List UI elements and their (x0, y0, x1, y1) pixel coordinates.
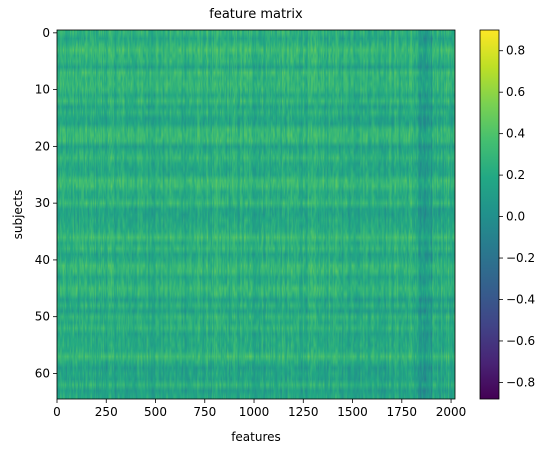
y-tick-label: 0 (42, 26, 50, 40)
colorbar-tick-label: 0.4 (506, 127, 525, 141)
heatmap-plot-area (56, 29, 456, 400)
colorbar-tick-label: −0.6 (506, 334, 535, 348)
colorbar-gradient (479, 29, 500, 400)
y-tick-label: 60 (35, 366, 50, 380)
colorbar-tick-label: 0.6 (506, 85, 525, 99)
x-tick-label: 1750 (387, 405, 418, 419)
x-tick-label: 0 (53, 405, 61, 419)
x-tick-label: 250 (95, 405, 118, 419)
colorbar-tick-label: 0.0 (506, 210, 525, 224)
colorbar-tick-label: 0.2 (506, 168, 525, 182)
colorbar-tick-label: 0.8 (506, 44, 525, 58)
x-tick-label: 1250 (288, 405, 319, 419)
x-tick-label: 500 (144, 405, 167, 419)
colorbar-tick-label: −0.8 (506, 375, 535, 389)
x-axis: 0 250 500 750 1000 1250 1500 1750 2000 (53, 399, 466, 419)
y-tick-label: 40 (35, 253, 50, 267)
colorbar-tick-label: −0.2 (506, 251, 535, 265)
y-axis: 0 10 20 30 40 50 60 (35, 26, 57, 380)
plot-frame (56, 29, 456, 400)
colorbar-tick-label: −0.4 (506, 292, 535, 306)
x-tick-label: 1000 (239, 405, 270, 419)
x-axis-label: features (231, 430, 281, 444)
chart-title: feature matrix (209, 7, 303, 22)
y-tick-label: 10 (35, 83, 50, 97)
y-tick-label: 30 (35, 196, 50, 210)
heatmap-image (57, 30, 455, 399)
colorbar: 0.8 0.6 0.4 0.2 0.0 −0.2 −0.4 −0.6 −0.8 (479, 29, 535, 400)
x-tick-label: 1500 (337, 405, 368, 419)
y-tick-label: 50 (35, 310, 50, 324)
y-tick-label: 20 (35, 139, 50, 153)
x-tick-label: 2000 (436, 405, 467, 419)
colorbar-ticks: 0.8 0.6 0.4 0.2 0.0 −0.2 −0.4 −0.6 −0.8 (499, 44, 535, 389)
y-axis-label: subjects (11, 190, 25, 240)
x-tick-label: 750 (193, 405, 216, 419)
